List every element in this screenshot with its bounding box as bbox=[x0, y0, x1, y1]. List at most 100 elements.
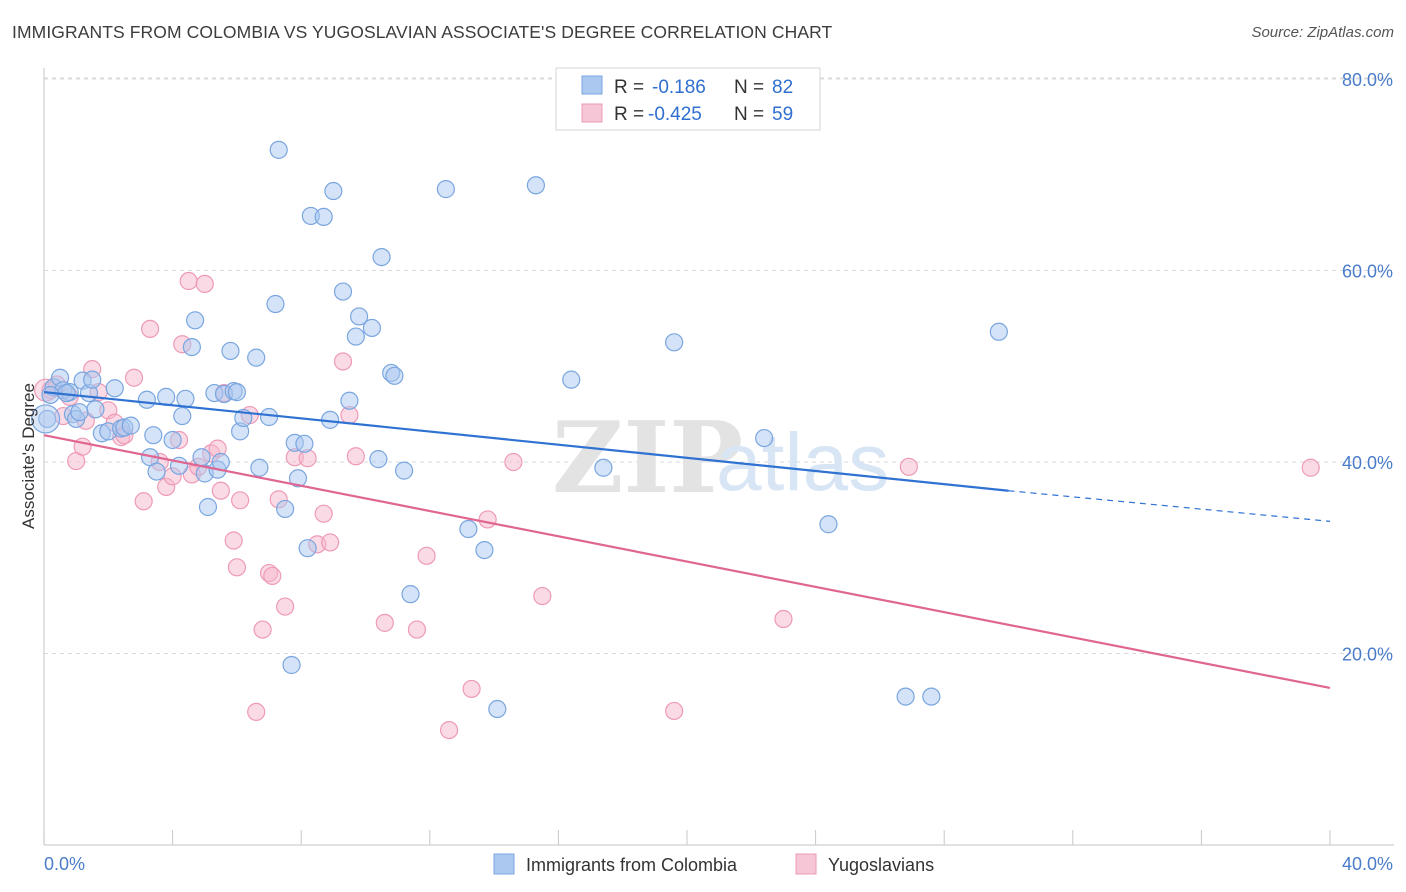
point-yugoslavians bbox=[504, 452, 523, 472]
point-yugoslavians bbox=[140, 319, 160, 339]
series-colombia-points bbox=[31, 140, 1008, 719]
y-tick-label: 80.0% bbox=[1342, 70, 1393, 90]
point-colombia bbox=[394, 461, 414, 480]
point-colombia bbox=[819, 515, 838, 534]
point-colombia bbox=[475, 540, 494, 560]
point-colombia bbox=[137, 390, 156, 409]
point-yugoslavians bbox=[211, 481, 230, 500]
point-colombia bbox=[369, 450, 388, 469]
point-colombia bbox=[41, 385, 60, 405]
point-colombia bbox=[562, 370, 581, 389]
chart-title: IMMIGRANTS FROM COLOMBIA VS YUGOSLAVIAN … bbox=[12, 22, 833, 42]
point-colombia bbox=[83, 370, 102, 389]
point-colombia bbox=[192, 448, 211, 467]
point-colombia bbox=[401, 585, 420, 604]
point-yugoslavians bbox=[333, 352, 353, 371]
x-tick-label: 0.0% bbox=[44, 854, 85, 874]
stats-n-value-pink: 59 bbox=[772, 104, 793, 125]
point-colombia bbox=[163, 430, 182, 450]
legend-item-colombia[interactable]: Immigrants from Colombia bbox=[493, 853, 738, 875]
point-colombia bbox=[665, 333, 684, 352]
point-colombia bbox=[86, 400, 105, 419]
point-yugoslavians bbox=[462, 679, 481, 699]
point-yugoslavians bbox=[134, 492, 153, 511]
x-tick-label: 40.0% bbox=[1342, 854, 1393, 874]
point-colombia bbox=[295, 434, 314, 453]
point-colombia bbox=[70, 403, 89, 422]
point-colombia bbox=[333, 282, 353, 301]
point-yugoslavians bbox=[124, 368, 144, 387]
y-tick-label: 40.0% bbox=[1342, 453, 1393, 473]
point-colombia bbox=[385, 366, 404, 385]
point-colombia bbox=[250, 458, 269, 477]
y-tick-label: 20.0% bbox=[1342, 645, 1393, 665]
watermark: ZIP atlas bbox=[552, 401, 889, 516]
watermark-zip: ZIP bbox=[552, 401, 743, 516]
point-colombia bbox=[372, 247, 391, 267]
stats-n-value-blue: 82 bbox=[772, 77, 793, 98]
legend-swatch-colombia bbox=[493, 853, 515, 875]
stats-swatch-pink bbox=[581, 103, 603, 123]
legend-item-yugoslavians[interactable]: Yugoslavians bbox=[795, 853, 934, 875]
point-yugoslavians bbox=[321, 533, 340, 552]
legend: Immigrants from Colombia Yugoslavians bbox=[493, 853, 934, 875]
point-colombia bbox=[459, 519, 478, 539]
point-yugoslavians bbox=[899, 457, 918, 476]
point-colombia bbox=[259, 407, 279, 427]
point-colombia bbox=[276, 499, 295, 519]
axes bbox=[43, 68, 1394, 846]
point-yugoslavians bbox=[231, 491, 250, 510]
point-yugoslavians bbox=[478, 510, 497, 529]
point-colombia bbox=[105, 379, 124, 398]
legend-label-colombia: Immigrants from Colombia bbox=[526, 855, 738, 875]
stats-swatch-blue bbox=[581, 75, 603, 95]
point-colombia bbox=[176, 389, 195, 408]
point-colombia bbox=[922, 687, 941, 706]
legend-swatch-yugoslavians bbox=[795, 853, 817, 875]
point-colombia bbox=[362, 318, 382, 338]
point-colombia bbox=[896, 687, 915, 706]
point-yugoslavians bbox=[375, 613, 394, 632]
point-yugoslavians bbox=[227, 558, 246, 577]
point-colombia bbox=[38, 409, 57, 429]
trend-line-colombia bbox=[43, 391, 1009, 492]
point-colombia bbox=[346, 327, 365, 346]
point-colombia bbox=[221, 341, 240, 361]
point-yugoslavians bbox=[179, 271, 198, 291]
trend-line-yugoslavians bbox=[43, 434, 1331, 690]
point-yugoslavians bbox=[407, 620, 427, 639]
point-colombia bbox=[144, 426, 163, 445]
watermark-atlas: atlas bbox=[716, 417, 889, 508]
point-colombia bbox=[314, 207, 333, 226]
point-colombia bbox=[324, 181, 343, 201]
chart-source: Source: ZipAtlas.com bbox=[1251, 24, 1394, 41]
point-colombia bbox=[298, 539, 317, 558]
point-colombia bbox=[182, 338, 201, 357]
point-yugoslavians bbox=[195, 274, 214, 294]
point-colombia bbox=[282, 655, 301, 675]
legend-label-yugoslavians: Yugoslavians bbox=[828, 855, 934, 875]
point-colombia bbox=[488, 699, 507, 719]
point-colombia bbox=[594, 458, 613, 477]
point-colombia bbox=[227, 383, 246, 402]
point-colombia bbox=[526, 176, 545, 195]
point-colombia bbox=[269, 140, 288, 159]
point-yugoslavians bbox=[314, 504, 333, 523]
trend-lines bbox=[43, 391, 1331, 690]
point-colombia-cluster bbox=[31, 404, 61, 434]
point-colombia bbox=[288, 469, 308, 488]
point-colombia bbox=[349, 307, 369, 326]
point-colombia bbox=[121, 416, 140, 435]
stats-r-label-pink: R = bbox=[614, 104, 644, 125]
trend-line-colombia-extension bbox=[1008, 490, 1331, 522]
tick-labels: 20.0% 40.0% 60.0% 80.0% 0.0% 40.0% bbox=[44, 70, 1393, 874]
point-yugoslavians bbox=[276, 597, 295, 616]
stats-n-label-pink: N = bbox=[734, 104, 764, 125]
point-colombia bbox=[157, 387, 176, 406]
point-yugoslavians bbox=[533, 586, 552, 606]
point-colombia bbox=[266, 294, 285, 314]
point-yugoslavians bbox=[439, 720, 459, 740]
point-colombia bbox=[173, 406, 192, 426]
point-yugoslavians bbox=[417, 546, 436, 565]
